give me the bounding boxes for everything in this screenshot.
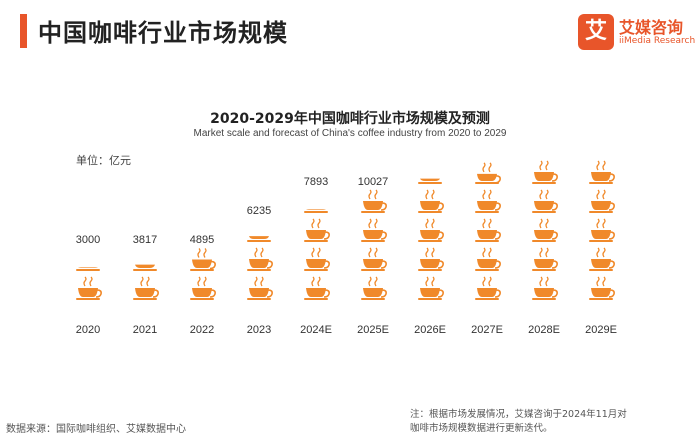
data-source: 数据来源：国际咖啡组织、艾媒数据中心 xyxy=(6,424,186,435)
coffee-cup-partial-icon xyxy=(247,236,271,242)
coffee-cup-icon xyxy=(589,276,615,300)
page-title: 中国咖啡行业市场规模 xyxy=(38,19,288,47)
footnote-line-2: 咖啡市场规模数据进行更新迭代。 xyxy=(410,423,553,434)
coffee-cup-partial-icon xyxy=(304,209,328,213)
coffee-cup-icon xyxy=(589,247,615,271)
value-label: 4895 xyxy=(190,234,214,246)
pictograph-bar-chart: 3000 2020 3817 2021 4895 2022 6235 2023 7893 2024… xyxy=(76,160,617,336)
bar-2023 xyxy=(247,236,273,300)
coffee-cup-icon xyxy=(475,276,501,300)
value-label: 3817 xyxy=(133,234,157,246)
coffee-cup-partial-icon xyxy=(76,267,100,271)
coffee-cup-icon xyxy=(361,276,387,300)
bar-2026E xyxy=(418,178,444,300)
value-label: 3000 xyxy=(76,234,100,246)
coffee-cup-icon xyxy=(418,276,444,300)
coffee-cup-icon xyxy=(532,189,558,213)
coffee-cup-icon xyxy=(532,160,558,184)
coffee-cup-icon xyxy=(532,276,558,300)
coffee-cup-icon xyxy=(475,189,501,213)
coffee-cup-icon xyxy=(418,218,444,242)
category-label: 2023 xyxy=(247,324,271,336)
coffee-cup-icon xyxy=(304,247,330,271)
value-label: 10027 xyxy=(358,176,389,188)
coffee-cup-icon xyxy=(361,218,387,242)
bar-2029E xyxy=(589,160,615,300)
coffee-cup-partial-icon xyxy=(475,162,501,184)
footnote: 注：根据市场发展情况，艾媒咨询于2024年11月对 咖啡市场规模数据进行更新迭代… xyxy=(410,408,627,436)
category-label: 2028E xyxy=(528,324,560,336)
category-label: 2024E xyxy=(300,324,332,336)
category-label: 2020 xyxy=(76,324,100,336)
coffee-cup-icon xyxy=(133,276,159,300)
iimedia-logo: 艾 艾媒咨询 iiMedia Research xyxy=(578,14,695,56)
category-label: 2025E xyxy=(357,324,389,336)
logo-name-cn: 艾媒咨询 xyxy=(619,18,684,37)
bar-2027E xyxy=(475,162,501,300)
category-label: 2029E xyxy=(585,324,617,336)
category-label: 2026E xyxy=(414,324,446,336)
bar-2028E xyxy=(532,160,558,300)
coffee-cup-icon xyxy=(589,160,615,184)
coffee-cup-icon xyxy=(76,276,102,300)
coffee-cup-partial-icon xyxy=(133,264,157,271)
coffee-cup-icon xyxy=(418,189,444,213)
chart-title: 2020-2029年中国咖啡行业市场规模及预测 xyxy=(210,111,490,127)
coffee-cup-icon xyxy=(589,189,615,213)
category-label: 2027E xyxy=(471,324,503,336)
coffee-cup-icon xyxy=(304,218,330,242)
coffee-cup-icon xyxy=(190,276,216,300)
coffee-cup-icon xyxy=(361,247,387,271)
logo-name-en: iiMedia Research xyxy=(619,36,696,46)
bar-2022 xyxy=(190,248,216,300)
coffee-cup-icon xyxy=(361,189,387,213)
bar-2025E xyxy=(361,189,387,300)
chart-subtitle: Market scale and forecast of China's cof… xyxy=(193,128,507,139)
bar-2021 xyxy=(133,264,159,300)
footnote-line-1: 注：根据市场发展情况，艾媒咨询于2024年11月对 xyxy=(410,409,627,420)
coffee-cup-icon xyxy=(532,247,558,271)
coffee-cup-partial-icon xyxy=(190,248,216,271)
category-label: 2021 xyxy=(133,324,157,336)
coffee-cup-icon xyxy=(475,218,501,242)
logo-mark-icon: 艾 xyxy=(578,14,614,50)
coffee-cup-icon xyxy=(247,276,273,300)
title-accent-bar xyxy=(20,14,27,48)
category-label: 2022 xyxy=(190,324,214,336)
bar-2024E xyxy=(304,209,330,300)
coffee-cup-icon xyxy=(304,276,330,300)
coffee-cup-icon xyxy=(418,247,444,271)
unit-label: 单位：亿元 xyxy=(76,154,131,167)
coffee-cup-icon xyxy=(247,247,273,271)
value-label: 7893 xyxy=(304,176,328,188)
bar-2020 xyxy=(76,267,102,300)
coffee-cup-partial-icon xyxy=(418,178,442,184)
value-label: 6235 xyxy=(247,205,271,217)
coffee-cup-icon xyxy=(589,218,615,242)
coffee-cup-icon xyxy=(532,218,558,242)
coffee-cup-icon xyxy=(475,247,501,271)
